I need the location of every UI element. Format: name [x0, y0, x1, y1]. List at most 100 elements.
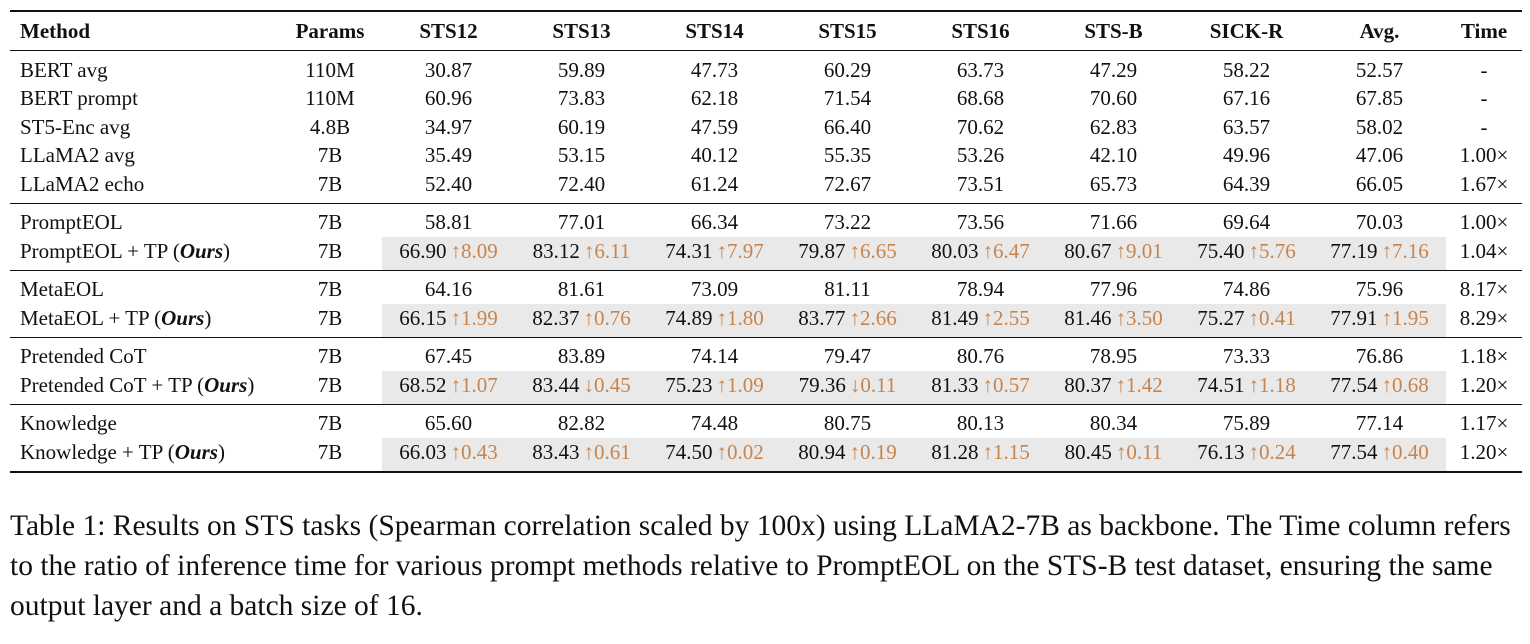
- arrow-up-icon: ↑: [982, 305, 994, 330]
- arrow-up-icon: ↑: [1381, 305, 1393, 330]
- arrow-up-icon: ↑: [849, 439, 861, 464]
- score-value: 68.68: [956, 86, 1005, 111]
- score-value: 74.31: [665, 238, 713, 263]
- column-header-sts16: STS16: [951, 18, 1010, 43]
- score-cell: 81.11: [781, 270, 914, 304]
- score-cell: 52.57: [1313, 51, 1446, 85]
- score-value: 83.43: [532, 439, 580, 464]
- score-value: 77.54: [1330, 439, 1378, 464]
- score-value: 71.54: [823, 86, 872, 111]
- score-cell: 65.60: [382, 404, 515, 438]
- ours-label: Ours: [174, 439, 218, 464]
- score-value: 71.66: [1089, 210, 1138, 235]
- table-row: Pretended CoT 7B 67.45 83.89 74.14 79.47 80.76…: [10, 337, 1522, 371]
- score-value: 66.90: [399, 238, 447, 263]
- score-cell: 64.16: [382, 270, 515, 304]
- score-cell: 78.94: [914, 270, 1047, 304]
- method-name: MetaEOL: [20, 277, 104, 302]
- score-value: 63.73: [956, 57, 1005, 82]
- params-cell: 7B: [317, 439, 343, 464]
- arrow-up-icon: ↑: [583, 238, 595, 263]
- score-cell: 79.87 ↑6.65: [781, 237, 914, 270]
- score-value: 60.96: [424, 86, 473, 111]
- method-name: PromptEOL + TP: [20, 238, 168, 263]
- score-cell: 47.29: [1047, 51, 1180, 85]
- score-cell: 75.40 ↑5.76: [1180, 237, 1313, 270]
- score-cell: 66.15 ↑1.99: [382, 304, 515, 337]
- arrow-up-icon: ↑: [1248, 439, 1260, 464]
- score-cell: 60.29: [781, 51, 914, 85]
- time-cell: 8.17×: [1459, 277, 1509, 302]
- score-value: 60.29: [823, 57, 872, 82]
- time-cell: -: [1480, 86, 1488, 111]
- score-value: 80.67: [1064, 238, 1112, 263]
- score-cell: 70.62: [914, 113, 1047, 142]
- score-cell: 81.28 ↑1.15: [914, 438, 1047, 472]
- score-value: 83.12: [532, 238, 580, 263]
- method-name: BERT avg: [20, 57, 108, 82]
- score-cell: 72.40: [515, 170, 648, 203]
- score-value: 82.82: [557, 411, 606, 436]
- score-cell: 66.05: [1313, 170, 1446, 203]
- score-cell: 74.50 ↑0.02: [648, 438, 781, 472]
- score-cell: 73.22: [781, 203, 914, 237]
- score-value: 52.40: [424, 171, 473, 196]
- score-value: 52.57: [1355, 57, 1404, 82]
- method-cell: MetaEOL + TP (Ours): [20, 305, 212, 330]
- score-value: 75.96: [1355, 277, 1404, 302]
- score-value: 66.34: [690, 210, 739, 235]
- score-cell: 72.67: [781, 170, 914, 203]
- score-value: 80.45: [1064, 439, 1112, 464]
- delta-value: 0.43: [461, 439, 498, 464]
- delta-value: 0.76: [594, 305, 631, 330]
- column-header-params: Params: [295, 18, 365, 43]
- arrow-up-icon: ↑: [1248, 238, 1260, 263]
- score-cell: 73.51: [914, 170, 1047, 203]
- score-cell: 68.68: [914, 85, 1047, 114]
- arrow-up-icon: ↑: [716, 439, 728, 464]
- score-value: 62.18: [690, 86, 739, 111]
- score-cell: 70.60: [1047, 85, 1180, 114]
- score-value: 80.37: [1064, 372, 1112, 397]
- params-cell: 7B: [317, 171, 343, 196]
- score-value: 73.33: [1222, 344, 1271, 369]
- score-value: 47.73: [690, 57, 739, 82]
- arrow-up-icon: ↑: [1381, 372, 1393, 397]
- arrow-up-icon: ↑: [1381, 238, 1393, 263]
- delta-value: 6.65: [860, 238, 897, 263]
- score-cell: 77.91 ↑1.95: [1313, 304, 1446, 337]
- score-value: 73.56: [956, 210, 1005, 235]
- score-cell: 71.66: [1047, 203, 1180, 237]
- score-value: 75.23: [665, 372, 713, 397]
- score-cell: 79.36 ↓0.11: [781, 371, 914, 404]
- time-cell: 8.29×: [1459, 305, 1509, 330]
- score-cell: 64.39: [1180, 170, 1313, 203]
- arrow-up-icon: ↑: [450, 372, 462, 397]
- score-cell: 66.90 ↑8.09: [382, 237, 515, 270]
- delta-value: 0.02: [727, 439, 764, 464]
- score-value: 40.12: [690, 143, 739, 168]
- score-cell: 71.54: [781, 85, 914, 114]
- score-cell: 42.10: [1047, 142, 1180, 171]
- time-cell: 1.17×: [1459, 411, 1509, 436]
- score-value: 58.22: [1222, 57, 1271, 82]
- table-row: BERT prompt 110M 60.96 73.83 62.18 71.54 68.68…: [10, 85, 1522, 114]
- time-cell: 1.20×: [1459, 372, 1509, 397]
- table-row: Knowledge + TP (Ours) 7B 66.03 ↑0.43 83.43 ↑0…: [10, 438, 1522, 472]
- delta-value: 1.80: [727, 305, 764, 330]
- method-cell: PromptEOL: [10, 203, 278, 237]
- score-value: 77.91: [1330, 305, 1378, 330]
- score-cell: 40.12: [648, 142, 781, 171]
- header-row: Method Params STS12 STS13 STS14 STS15 ST…: [10, 11, 1522, 51]
- method-name: ST5-Enc avg: [20, 114, 131, 139]
- column-header-sick-r: SICK-R: [1209, 18, 1284, 43]
- score-cell: 52.40: [382, 170, 515, 203]
- score-cell: 83.43 ↑0.61: [515, 438, 648, 472]
- table-row: BERT avg 110M 30.87 59.89 47.73 60.29 63.73 47.…: [10, 51, 1522, 85]
- table-row: LLaMA2 echo 7B 52.40 72.40 61.24 72.67 73.51 65…: [10, 170, 1522, 203]
- score-cell: 67.45: [382, 337, 515, 371]
- score-cell: 59.89: [515, 51, 648, 85]
- table-row: PromptEOL 7B 58.81 77.01 66.34 73.22 73.56 71.6…: [10, 203, 1522, 237]
- method-cell: Pretended CoT + TP (Ours): [20, 372, 255, 397]
- table-row: Knowledge 7B 65.60 82.82 74.48 80.75 80.13 80.3…: [10, 404, 1522, 438]
